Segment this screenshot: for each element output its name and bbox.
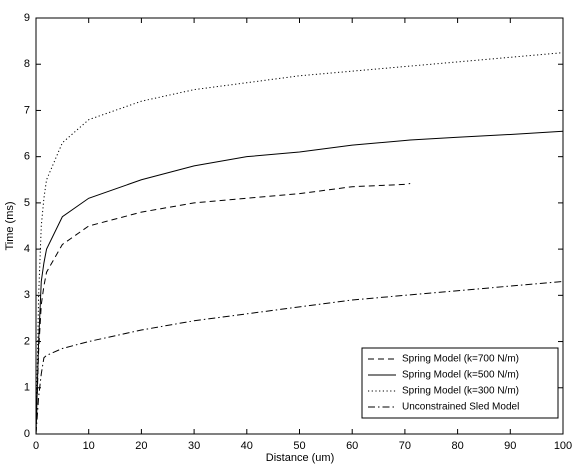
x-axis-label: Distance (um) <box>266 452 334 464</box>
x-tick-label: 80 <box>451 440 463 452</box>
series-line <box>35 52 564 435</box>
y-tick-label: 8 <box>24 58 30 70</box>
x-tick-label: 0 <box>33 440 39 452</box>
y-tick-label: 6 <box>24 151 30 163</box>
x-tick-label: 30 <box>188 440 200 452</box>
y-tick-label: 0 <box>24 428 30 440</box>
series-line <box>35 182 411 435</box>
legend-label: Spring Model (k=700 N/m) <box>402 354 519 365</box>
x-tick-label: 90 <box>504 440 516 452</box>
legend-label: Unconstrained Sled Model <box>402 402 519 413</box>
y-tick-label: 7 <box>24 104 30 116</box>
y-tick-label: 4 <box>24 243 30 255</box>
x-tick-label: 20 <box>135 440 147 452</box>
x-tick-label: 60 <box>346 440 358 452</box>
x-tick-label: 100 <box>554 440 572 452</box>
x-tick-label: 70 <box>399 440 411 452</box>
y-tick-label: 1 <box>24 382 30 394</box>
legend-label: Spring Model (k=300 N/m) <box>402 386 519 397</box>
y-tick-label: 9 <box>24 12 30 24</box>
y-axis-label: Time (ms) <box>4 201 16 250</box>
y-tick-label: 5 <box>24 197 30 209</box>
legend-box <box>361 347 559 419</box>
x-tick-label: 40 <box>241 440 253 452</box>
y-tick-label: 3 <box>24 289 30 301</box>
series-line <box>35 130 564 435</box>
legend-label: Spring Model (k=500 N/m) <box>402 370 519 381</box>
x-tick-label: 50 <box>293 440 305 452</box>
x-tick-label: 10 <box>83 440 95 452</box>
series-line <box>35 280 564 435</box>
y-tick-label: 2 <box>24 335 30 347</box>
